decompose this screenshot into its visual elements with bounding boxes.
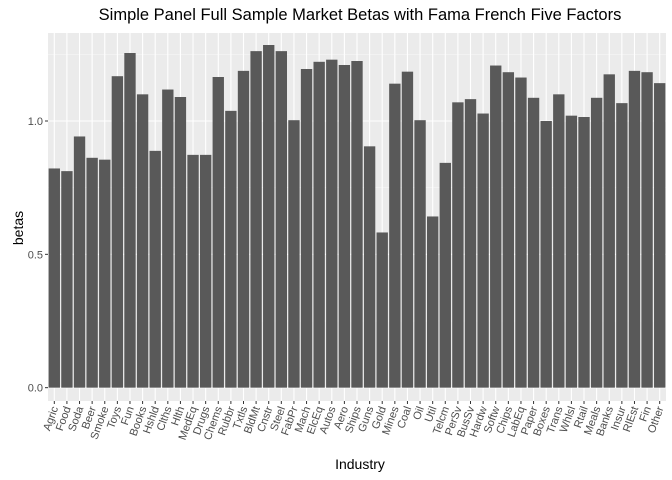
bar-cnstr bbox=[263, 45, 275, 388]
y-tick-label: 0.5 bbox=[28, 249, 43, 261]
y-axis: 0.0 0.5 1.0 bbox=[28, 116, 48, 395]
bar-txtls bbox=[237, 70, 250, 388]
bar-autos bbox=[326, 59, 338, 388]
bar-banks bbox=[603, 74, 615, 388]
bar-telcm bbox=[439, 162, 451, 388]
bar-food bbox=[61, 171, 73, 388]
bar-oil bbox=[414, 120, 426, 388]
bar-medeq bbox=[187, 154, 199, 388]
bar-fin bbox=[641, 72, 653, 388]
chart-title: Simple Panel Full Sample Market Betas wi… bbox=[98, 6, 622, 24]
bar-hlth bbox=[174, 97, 187, 388]
bar-softw bbox=[490, 65, 502, 388]
bar-agric bbox=[48, 168, 60, 388]
bar-chems bbox=[212, 77, 224, 388]
bar-bldmt bbox=[250, 51, 262, 388]
bar-boxes bbox=[540, 121, 552, 388]
bar-mach bbox=[300, 69, 313, 388]
bar-paper bbox=[527, 97, 540, 388]
bar-mines bbox=[389, 83, 401, 388]
x-tick-label-fin: Fin bbox=[637, 405, 654, 423]
bar-fabpr bbox=[288, 120, 300, 388]
bar-steel bbox=[275, 51, 288, 388]
bar-hardw bbox=[477, 113, 489, 388]
x-tick-label-oil: Oil bbox=[411, 405, 427, 422]
bar-fun bbox=[124, 53, 136, 388]
bar-elceq bbox=[313, 61, 325, 388]
bar-coal bbox=[401, 71, 414, 388]
bar-soda bbox=[73, 136, 86, 388]
bar-smoke bbox=[99, 159, 111, 388]
bar-util bbox=[426, 216, 439, 388]
bar-ships bbox=[351, 61, 363, 388]
bar-whlsl bbox=[565, 115, 578, 388]
bar-rtail bbox=[578, 117, 590, 388]
bar-toys bbox=[111, 76, 124, 388]
y-tick-label: 1.0 bbox=[28, 116, 43, 128]
x-axis: AgricFoodSodaBeerSmokeToysFunBooksHshldC… bbox=[41, 401, 667, 442]
bar-hshld bbox=[149, 150, 161, 388]
bar-beer bbox=[86, 157, 98, 388]
bar-other bbox=[654, 83, 666, 388]
x-axis-label: Industry bbox=[335, 456, 385, 472]
bar-clths bbox=[162, 89, 174, 388]
bar-books bbox=[136, 94, 149, 388]
bar-guns bbox=[363, 146, 376, 388]
bar-drugs bbox=[199, 154, 212, 388]
x-tick-label-util: Util bbox=[423, 405, 440, 424]
bar-persv bbox=[452, 102, 464, 388]
bars bbox=[48, 45, 666, 388]
bar-meals bbox=[590, 97, 603, 388]
y-tick-label: 0.0 bbox=[28, 383, 43, 395]
bar-bussv bbox=[464, 99, 477, 388]
bar-gold bbox=[376, 232, 388, 388]
bar-aero bbox=[338, 65, 351, 388]
bar-insur bbox=[616, 103, 628, 388]
bar-rubbr bbox=[225, 110, 237, 388]
bar-labeq bbox=[515, 77, 527, 388]
bar-rlest bbox=[628, 70, 641, 388]
bar-chips bbox=[502, 72, 515, 388]
bar-trans bbox=[553, 94, 565, 388]
